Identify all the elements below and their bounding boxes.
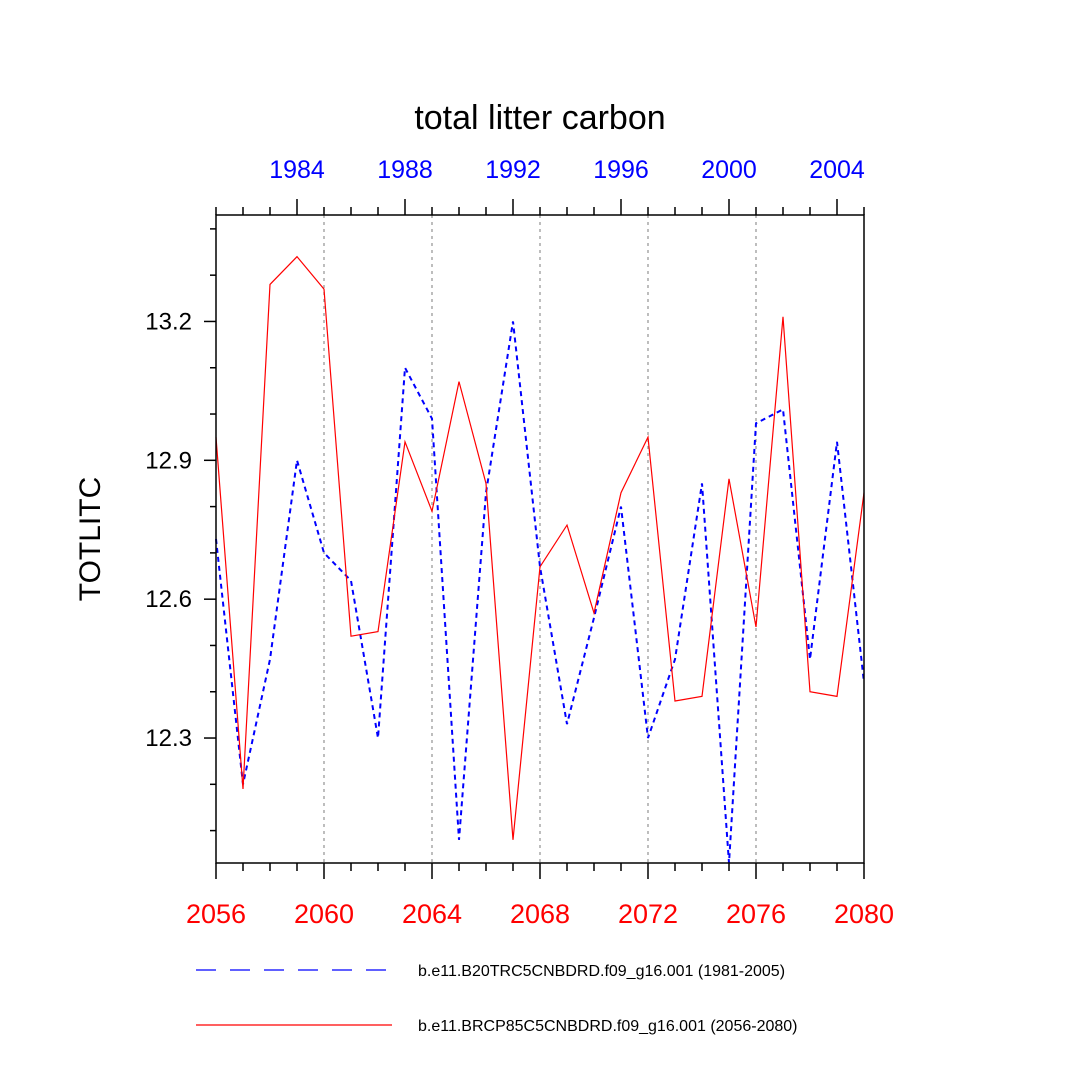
x-top-tick-label-2004: 2004	[809, 156, 865, 184]
chart-title: total litter carbon	[414, 99, 665, 137]
x-top-tick-label-1988: 1988	[377, 156, 433, 184]
x-bottom-tick-label-2064: 2064	[402, 899, 462, 929]
y-tick-label-12.9: 12.9	[145, 447, 192, 474]
axes: 12.3 12.6 12.9 13.2 2056 2060 2064 2068 2072 2076…	[145, 156, 894, 929]
y-axis-label: TOTLITC	[74, 477, 107, 601]
series-line-rcp85	[215, 255, 865, 840]
x-top-tick-label-1984: 1984	[269, 156, 325, 184]
x-top-tick-label-1996: 1996	[593, 156, 649, 184]
legend-label-rcp85: b.e11.BRCP85C5CNBDRD.f09_g16.001 (2056-2…	[418, 1018, 797, 1035]
legend-label-historical: b.e11.B20TRC5CNBDRD.f09_g16.001 (1981-20…	[418, 963, 785, 980]
grid-lines	[323, 215, 757, 863]
x-bottom-tick-label-2068: 2068	[510, 899, 570, 929]
x-bottom-tick-label-2072: 2072	[618, 899, 678, 929]
x-bottom-tick-label-2060: 2060	[294, 899, 354, 929]
x-bottom-tick-label-2056: 2056	[186, 899, 246, 929]
x-top-tick-label-1992: 1992	[485, 156, 541, 184]
series-lines	[215, 255, 865, 864]
legend: b.e11.B20TRC5CNBDRD.f09_g16.001 (1981-20…	[196, 963, 797, 1035]
y-tick-label-12.3: 12.3	[145, 725, 192, 752]
x-bottom-tick-label-2080: 2080	[834, 899, 894, 929]
y-tick-label-12.6: 12.6	[145, 586, 192, 613]
y-tick-label-13.2: 13.2	[145, 308, 192, 335]
x-bottom-tick-label-2076: 2076	[726, 899, 786, 929]
x-top-tick-label-2000: 2000	[701, 156, 757, 184]
series-line-historical	[215, 321, 865, 864]
